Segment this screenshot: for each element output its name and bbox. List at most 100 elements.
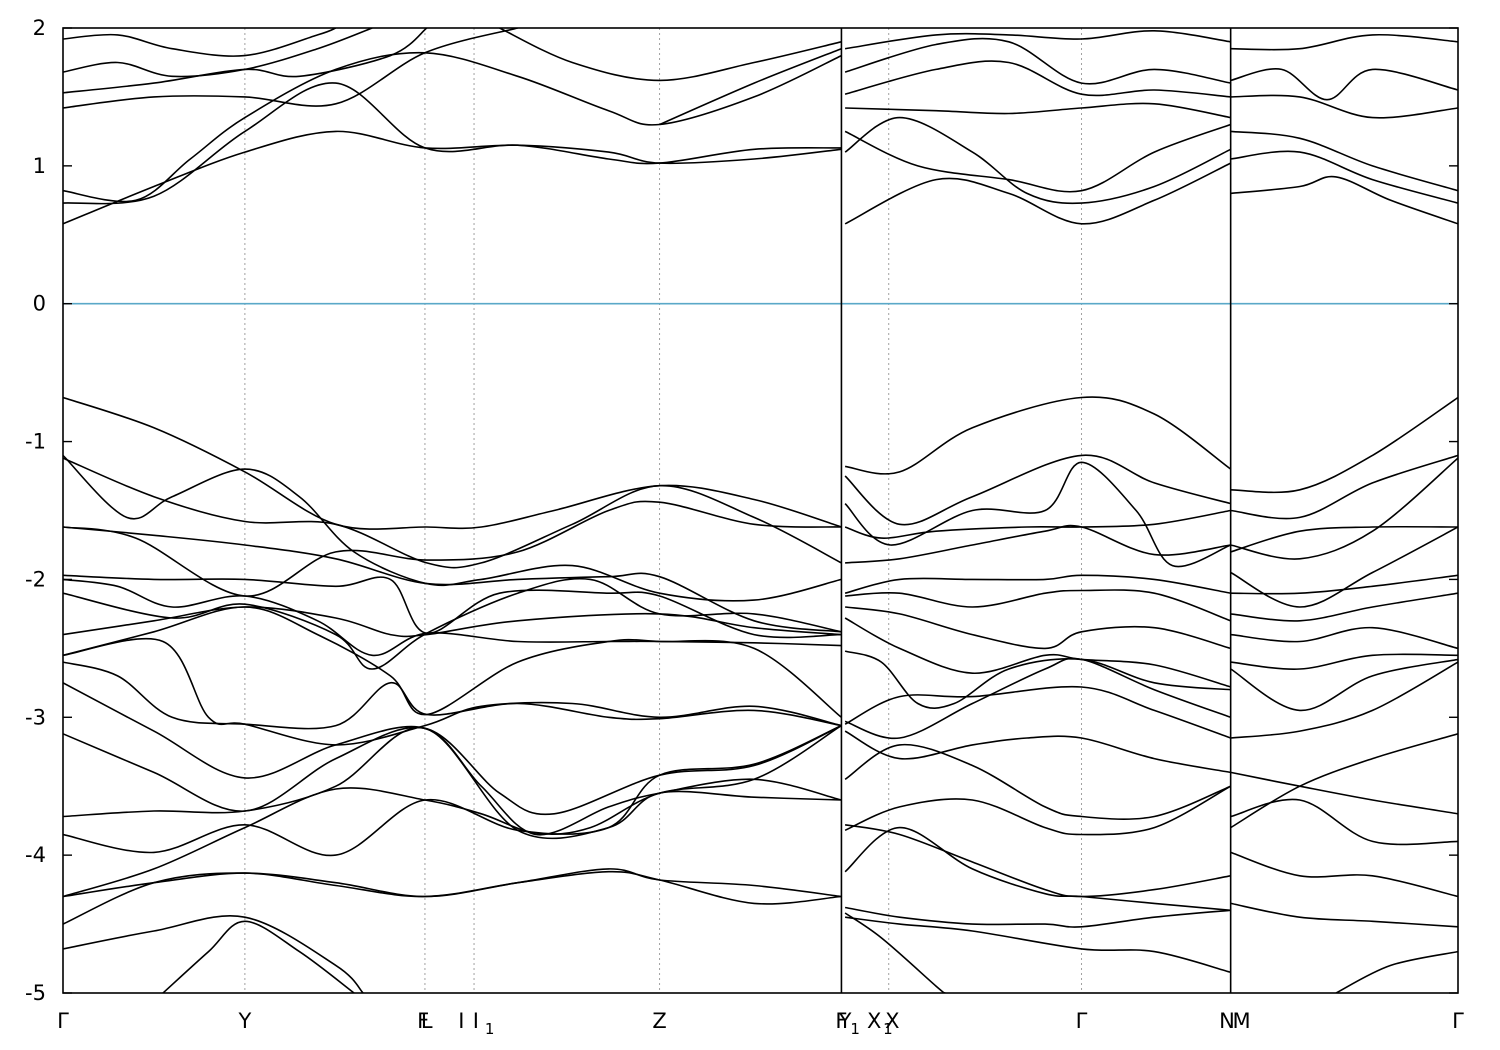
band-15 — [63, 724, 842, 857]
band-8 — [63, 606, 842, 638]
band-59 — [1230, 457, 1458, 560]
band-22 — [63, 82, 842, 205]
band-56 — [844, 29, 1231, 50]
band-34 — [845, 524, 1231, 564]
band-71 — [1230, 851, 1458, 898]
band-53 — [845, 102, 1231, 119]
band-58 — [1230, 454, 1458, 520]
x-tick-label-14: Γ — [1452, 1009, 1464, 1033]
band-62 — [1230, 574, 1458, 595]
band-50 — [844, 162, 1232, 225]
band-20 — [162, 920, 355, 993]
band-72 — [1230, 902, 1458, 928]
x-tick-subscript-5: 1 — [485, 1020, 495, 1038]
y-tick-label-3: -1 — [25, 430, 46, 454]
band-25 — [63, 28, 428, 94]
band-64 — [1230, 626, 1458, 650]
band-19 — [63, 915, 364, 993]
band-40 — [844, 657, 1231, 740]
x-tick-label-3: L — [421, 1009, 433, 1033]
band-32 — [844, 461, 1231, 568]
band-68 — [1230, 771, 1458, 815]
band-57 — [1230, 396, 1458, 494]
x-axis-ticks: Γ Y FL I I 1 Z F 1Y X 1X Γ NM Γ — [57, 1009, 1464, 1038]
y-tick-label-1: 1 — [33, 154, 46, 178]
band-0 — [63, 396, 842, 530]
band-39 — [844, 650, 1231, 710]
band-38 — [844, 617, 1231, 688]
band-37 — [845, 606, 1231, 650]
band-75 — [1230, 150, 1458, 204]
band-65 — [1230, 653, 1458, 670]
x-tick-label-10: X — [885, 1009, 899, 1033]
band-43 — [844, 743, 1231, 820]
y-tick-label-0: 2 — [33, 16, 46, 40]
band-47 — [844, 906, 1231, 928]
x-tick-label-12: N — [1219, 1009, 1235, 1033]
band-76 — [1230, 130, 1458, 192]
band-66 — [1230, 658, 1458, 712]
band-26 — [63, 28, 373, 78]
band-21 — [63, 130, 842, 225]
band-74 — [1230, 175, 1458, 225]
band-29 — [659, 47, 842, 126]
band-16 — [63, 724, 842, 898]
band-54 — [844, 60, 1231, 98]
band-46 — [844, 826, 1231, 912]
band-60 — [1230, 525, 1458, 553]
x-tick-label-4: I — [458, 1009, 464, 1033]
band-36 — [845, 589, 1231, 622]
band-23 — [63, 51, 842, 203]
band-51 — [844, 116, 1232, 205]
band-73 — [1335, 950, 1458, 993]
y-tick-label-4: -2 — [25, 567, 46, 591]
band-17 — [63, 868, 842, 898]
band-35 — [844, 574, 1231, 594]
y-axis-ticks: 2 1 0 -1 -2 -3 -4 -5 — [25, 16, 1458, 1005]
x-tick-label-1: Y — [237, 1009, 251, 1033]
band-42 — [844, 730, 1231, 774]
band-49 — [844, 912, 946, 993]
x-tick-label-7: F — [835, 1009, 847, 1033]
path-segment-breaks — [840, 28, 1232, 993]
plot-frame — [62, 27, 1459, 994]
band-2 — [63, 457, 842, 569]
band-69 — [1230, 733, 1458, 829]
x-tick-subscript-7: 1 — [850, 1020, 860, 1038]
band-44 — [844, 785, 1232, 836]
band-55 — [844, 37, 1231, 85]
band-33 — [844, 509, 1231, 539]
x-tick-label-8: Y — [838, 1009, 852, 1033]
band-24 — [63, 28, 518, 109]
x-tick-label-5: I — [473, 1009, 479, 1033]
band-13 — [63, 724, 842, 816]
band-78 — [1230, 68, 1458, 101]
band-48 — [845, 916, 1231, 974]
band-52 — [844, 123, 1231, 193]
band-30 — [844, 396, 1232, 475]
band-61 — [1230, 526, 1458, 608]
y-tick-label-6: -4 — [25, 843, 46, 867]
x-tick-label-2: F — [417, 1009, 429, 1033]
band-10 — [63, 661, 842, 730]
band-1 — [63, 454, 842, 602]
band-63 — [1230, 592, 1458, 622]
band-41 — [844, 685, 1231, 739]
band-27 — [63, 28, 337, 57]
x-tick-subscript-9: 1 — [883, 1020, 893, 1038]
band-18 — [63, 870, 842, 925]
band-3 — [63, 526, 842, 633]
band-curves — [63, 28, 1458, 993]
y-tick-label-2: 0 — [33, 292, 46, 316]
band-11 — [63, 637, 842, 746]
x-tick-label-13: M — [1233, 1009, 1251, 1033]
band-70 — [1230, 798, 1458, 846]
band-67 — [1230, 661, 1458, 739]
band-79 — [1230, 33, 1458, 51]
band-28 — [499, 28, 842, 82]
y-tick-label-7: -5 — [25, 981, 46, 1005]
x-tick-label-6: Z — [652, 1009, 666, 1033]
band-31 — [844, 454, 1231, 526]
band-4 — [63, 500, 842, 597]
